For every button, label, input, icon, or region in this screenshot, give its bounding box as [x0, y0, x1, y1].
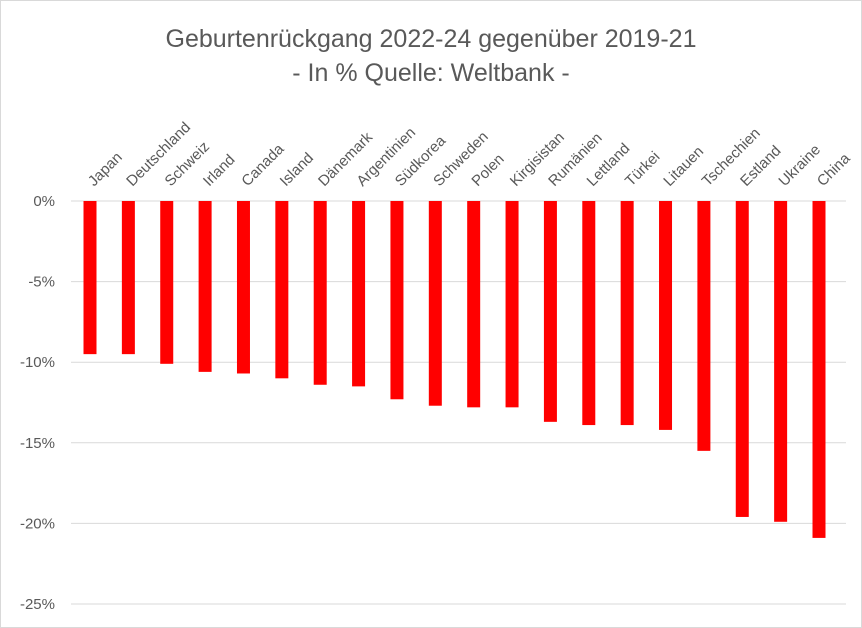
y-tick-label: -25% [20, 596, 55, 613]
chart-title: Geburtenrückgang 2022-24 gegenüber 2019-… [166, 25, 697, 53]
y-tick-label: -5% [28, 274, 55, 291]
bar-kirgisistan [505, 201, 519, 408]
bar-tschechien [697, 201, 711, 451]
bar-irland [198, 201, 212, 372]
category-label: Japan [85, 149, 126, 190]
bar-island [275, 201, 289, 379]
bar-südkorea [390, 201, 404, 400]
category-label: Ukraine [775, 141, 824, 190]
bar-schweiz [160, 201, 174, 364]
bar-türkei [620, 201, 634, 426]
bar-estland [735, 201, 749, 517]
y-tick-label: 0% [33, 193, 55, 210]
bar-argentinien [352, 201, 366, 387]
bar-japan [83, 201, 97, 355]
bars [83, 201, 826, 538]
bar-deutschland [121, 201, 135, 355]
y-tick-label: -20% [20, 515, 55, 532]
bar-lettland [582, 201, 596, 426]
y-axis-tick-labels: 0% -5% -10% -15% -20% -25% [20, 193, 55, 613]
bar-schweden [428, 201, 442, 406]
bar-china [812, 201, 826, 538]
bar-ukraine [774, 201, 788, 522]
y-tick-label: -10% [20, 354, 55, 371]
gridlines [71, 200, 846, 605]
bar-rumänien [543, 201, 557, 422]
bar-litauen [659, 201, 673, 430]
bar-polen [467, 201, 481, 408]
chart-subtitle: - In % Quelle: Weltbank - [292, 59, 569, 87]
category-label: Litauen [660, 143, 707, 190]
bar-canada [236, 201, 250, 374]
y-tick-label: -15% [20, 435, 55, 452]
bar-dänemark [313, 201, 327, 385]
